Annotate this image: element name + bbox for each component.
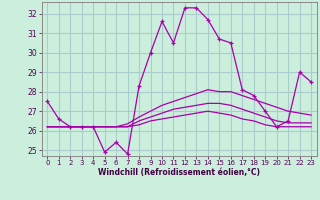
X-axis label: Windchill (Refroidissement éolien,°C): Windchill (Refroidissement éolien,°C) [98,168,260,177]
